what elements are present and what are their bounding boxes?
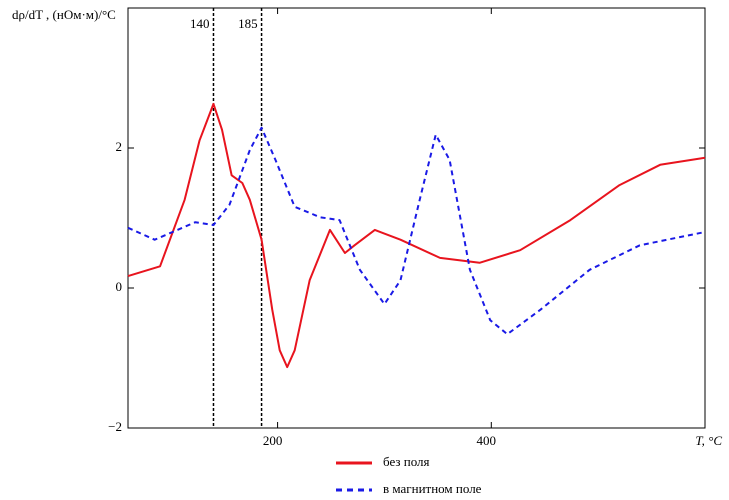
- legend-label: без поля: [383, 454, 430, 469]
- x-axis-label: T, °C: [695, 433, 722, 448]
- y-axis-label: dρ/dT , (нОм·м)/°C: [12, 7, 116, 22]
- reference-label: 185: [238, 16, 258, 31]
- data-line: [127, 126, 706, 336]
- plot-frame: [127, 7, 706, 429]
- x-tick-label: 400: [477, 433, 497, 448]
- reference-label: 140: [190, 16, 210, 31]
- x-tick-label: 200: [263, 433, 283, 448]
- y-tick-label: 2: [116, 139, 123, 154]
- data-line: [127, 102, 706, 369]
- y-tick-label: 0: [116, 279, 123, 294]
- y-tick-label: −2: [108, 419, 122, 434]
- legend-label: в магнитном поле: [383, 481, 482, 496]
